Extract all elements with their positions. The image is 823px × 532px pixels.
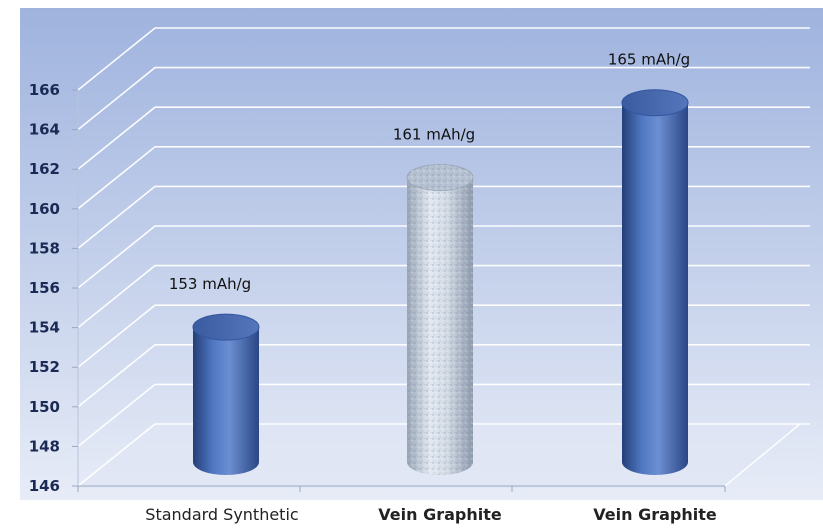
floor-edge	[724, 423, 801, 487]
gridlines	[77, 27, 810, 487]
bar-3	[621, 89, 689, 475]
bar-body	[193, 327, 259, 475]
x-category-label: Vein Graphite	[593, 505, 717, 524]
data-label: 161 mAh/g	[393, 126, 475, 144]
y-tick-label: 146	[29, 477, 60, 495]
y-axis: 146 148 150 152 154 156 158 160 162 164 166	[29, 81, 79, 495]
bar-body	[622, 102, 688, 475]
y-tick-label: 152	[29, 358, 60, 376]
bar-1	[192, 313, 260, 475]
x-category-label: Standard Synthetic	[145, 505, 298, 524]
bar-top	[621, 89, 689, 117]
data-label: 153 mAh/g	[169, 275, 251, 293]
gridline	[77, 423, 810, 487]
y-tick-label: 166	[29, 81, 60, 99]
x-category-label: Vein Graphite	[378, 505, 502, 524]
y-tick-label: 154	[29, 319, 60, 337]
bar-2	[406, 164, 474, 475]
gridline	[77, 304, 810, 368]
gridline	[77, 264, 810, 329]
bar-top	[192, 313, 260, 341]
bar-texture	[407, 177, 473, 475]
y-tick-label: 158	[29, 239, 60, 257]
y-tick-label: 160	[29, 200, 60, 218]
gridline	[77, 343, 810, 408]
gridline	[77, 185, 810, 250]
gridline	[77, 383, 810, 448]
y-tick-label: 156	[29, 279, 60, 297]
bars	[192, 89, 689, 475]
data-labels: 153 mAh/g 161 mAh/g 165 mAh/g	[169, 51, 690, 293]
gridline	[77, 146, 810, 210]
gridline	[77, 225, 810, 289]
gridline	[77, 106, 810, 170]
y-tick-label: 148	[29, 437, 60, 455]
y-tick-label: 150	[29, 398, 60, 416]
x-axis: Standard Synthetic Vein Graphite Vein Grap…	[77, 423, 801, 524]
gridline	[77, 27, 810, 91]
bar-top-texture	[407, 164, 473, 191]
y-tick-label: 164	[29, 121, 60, 139]
gridline	[77, 66, 810, 131]
y-tick-label: 162	[29, 160, 60, 178]
data-label: 165 mAh/g	[608, 51, 690, 69]
